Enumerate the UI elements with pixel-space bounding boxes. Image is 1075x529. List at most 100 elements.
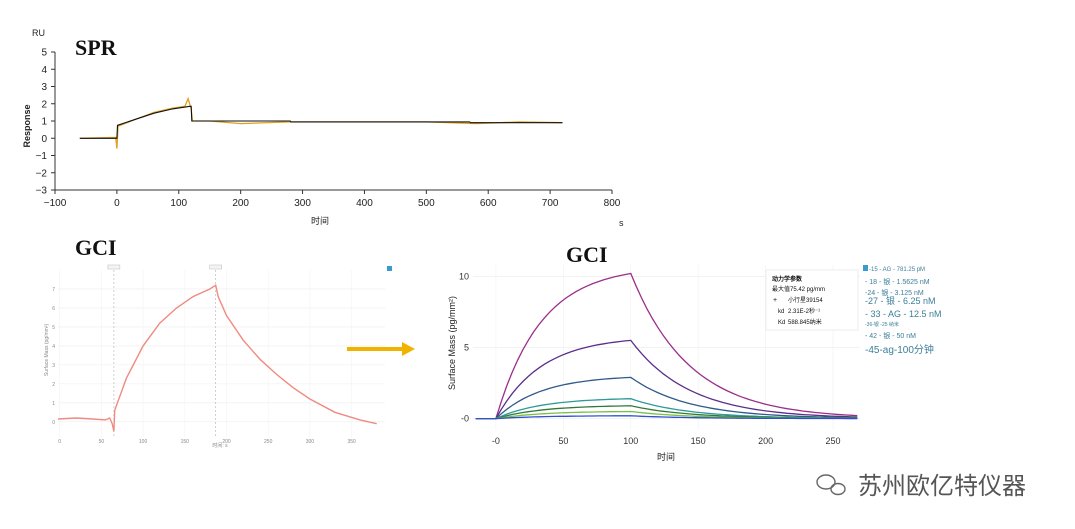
spr-heading: SPR bbox=[75, 35, 118, 60]
gci-main-series-line bbox=[475, 339, 858, 420]
gci-small-response-line bbox=[57, 284, 377, 432]
gci-main-x-tick-label: 200 bbox=[758, 436, 773, 446]
wechat-icon bbox=[816, 474, 846, 496]
spr-y-tick-label: 5 bbox=[41, 48, 47, 59]
gci-small-marker-tag bbox=[209, 264, 222, 270]
spr-measured-line bbox=[79, 96, 563, 149]
gci-main-x-tick-label: 150 bbox=[691, 436, 706, 446]
spr-y-tick-label: −3 bbox=[36, 186, 48, 197]
gci-small-axes: 0 1 2 3 4 5 6 7 0 50 100 150 200 250 300 350 bbox=[52, 264, 385, 445]
gci-small-y-tick-label: 6 bbox=[52, 306, 55, 312]
kinetics-title: 动力学参数 bbox=[772, 275, 803, 283]
kinetics-row3-label: Kd bbox=[778, 320, 785, 326]
kinetics-max: 最大值75.42 pg/mm bbox=[772, 285, 825, 293]
spr-y-tick-label: −1 bbox=[36, 151, 48, 162]
gci-small-y-tick-label: 4 bbox=[52, 344, 55, 350]
spr-y-unit: RU bbox=[32, 28, 45, 38]
spr-y-tick-label: 3 bbox=[41, 82, 47, 93]
gci-main-legend: -15 - AG - 781.25 pM - 18 - 银 - 1.5625 n… bbox=[863, 265, 942, 356]
gci-main-series bbox=[475, 272, 858, 420]
gci-small-x-tick-label: 0 bbox=[58, 439, 61, 445]
spr-series bbox=[79, 96, 563, 149]
kinetics-box-frame bbox=[765, 269, 859, 331]
spr-x-tick-label: 600 bbox=[480, 198, 497, 209]
spr-x-tick-label: 0 bbox=[114, 198, 120, 209]
gci-small-series bbox=[57, 284, 377, 432]
gci-small-y-tick-label: 2 bbox=[52, 382, 55, 388]
gci-small-y-tick-label: 0 bbox=[52, 420, 55, 426]
gci-small-marker-tag bbox=[107, 264, 121, 270]
gci-small-plot-bg bbox=[57, 263, 387, 438]
gci-main-y-tick-label: 5 bbox=[464, 343, 469, 353]
gci-main-heading: GCI bbox=[566, 242, 608, 267]
spr-y-tick-label: 1 bbox=[41, 117, 47, 128]
gci-small-heading: GCI bbox=[75, 235, 117, 260]
gci-small-x-tick-label: 350 bbox=[347, 439, 356, 445]
gci-small-x-tick-label: 300 bbox=[306, 439, 315, 445]
gci-main-chart: GCI Surface Mass (pg/mm²) 时间 -0 5 10 -0 50 10… bbox=[447, 242, 942, 462]
arrow-head bbox=[402, 342, 415, 356]
gci-small-y-tick-label: 3 bbox=[52, 363, 55, 369]
legend-item: -36-银 -25 纳米 bbox=[865, 321, 899, 328]
spr-x-tick-label: 200 bbox=[232, 198, 249, 209]
gci-main-y-tick-label: 10 bbox=[459, 271, 469, 281]
gci-small-x-tick-label: 150 bbox=[181, 439, 190, 445]
legend-item: - 18 - 银 - 1.5625 nM bbox=[865, 277, 930, 286]
gci-small-x-tick-label: 50 bbox=[99, 439, 105, 445]
arrow-icon bbox=[347, 342, 415, 356]
gci-main-y-axis-label: Surface Mass (pg/mm²) bbox=[447, 296, 457, 390]
spr-y-axis-label: Response bbox=[22, 104, 32, 147]
gci-small-x-axis-label: 时间: s bbox=[212, 442, 228, 449]
gci-main-x-axis-label: 时间 bbox=[657, 451, 675, 462]
gci-small-x-tick-label: 200 bbox=[222, 439, 231, 445]
spr-fit-line bbox=[79, 105, 563, 139]
gci-small-x-tick-label: 100 bbox=[139, 439, 148, 445]
legend-item: -45-ag-100分钟 bbox=[865, 343, 934, 356]
spr-x-tick-label: 500 bbox=[418, 198, 435, 209]
gci-main-series-line bbox=[475, 272, 858, 420]
spr-y-tick-label: 0 bbox=[41, 134, 47, 145]
gci-main-series-line bbox=[475, 376, 858, 420]
spr-x-axis-label: 时间 bbox=[311, 215, 329, 226]
gci-main-x-tick-label: -0 bbox=[492, 436, 500, 446]
gci-small-chart: GCI Surface Mass (pg/mm²) 时间: s 0 1 2 3 4 5 6 7… bbox=[44, 235, 392, 449]
gci-main-x-tick-label: 50 bbox=[558, 436, 568, 446]
kinetics-row2-value: 2.31E-2秒⁻¹ bbox=[788, 307, 820, 315]
spr-x-tick-label: 400 bbox=[356, 198, 373, 209]
spr-y-tick-label: 2 bbox=[41, 99, 47, 110]
gci-small-y-tick-label: 5 bbox=[52, 325, 55, 331]
kinetics-row3-value: 588.845纳米 bbox=[788, 318, 822, 326]
spr-x-tick-label: 100 bbox=[170, 198, 187, 209]
gci-small-legend-swatch bbox=[387, 266, 392, 271]
gci-small-y-tick-label: 1 bbox=[52, 401, 55, 407]
spr-x-tick-label: 300 bbox=[294, 198, 311, 209]
gci-small-x-tick-label: 250 bbox=[264, 439, 273, 445]
watermark-text: 苏州欧亿特仪器 bbox=[858, 472, 1026, 500]
spr-x-tick-label: −100 bbox=[44, 198, 67, 209]
spr-x-tick-label: 800 bbox=[604, 198, 621, 209]
spr-chart: SPR RU Response 时间 s −100 0 100 200 300 400 50… bbox=[22, 28, 624, 228]
spr-y-tick-label: 4 bbox=[41, 65, 47, 76]
gci-main-x-tick-label: 250 bbox=[826, 436, 841, 446]
legend-item: - 42 - 银 - 50 nM bbox=[865, 331, 916, 340]
legend-swatch bbox=[863, 265, 868, 271]
kinetics-box: 动力学参数 最大值75.42 pg/mm + 小行星39154 kd 2.31E… bbox=[765, 269, 859, 331]
gci-main-series-line bbox=[475, 415, 858, 420]
legend-item: - 33 - AG - 12.5 nM bbox=[865, 309, 942, 319]
watermark: 苏州欧亿特仪器 bbox=[816, 472, 1026, 500]
kinetics-row2-label: kd bbox=[778, 309, 784, 315]
spr-x-unit: s bbox=[619, 218, 624, 228]
spr-y-tick-label: −2 bbox=[36, 168, 48, 179]
gci-main-x-tick-label: 100 bbox=[623, 436, 638, 446]
kinetics-row1-label: + bbox=[773, 297, 777, 304]
gci-small-y-tick-label: 7 bbox=[52, 287, 55, 293]
kinetics-row1-value: 小行星39154 bbox=[788, 296, 823, 304]
legend-item: -27 - 银 - 6.25 nM bbox=[865, 295, 936, 306]
legend-item: -15 - AG - 781.25 pM bbox=[869, 267, 925, 273]
spr-axes: −100 0 100 200 300 400 500 600 700 800 −3 −2 −1 0 1 2 3 4… bbox=[36, 48, 621, 210]
legend-item: -24 - 银 - 3.125 nM bbox=[865, 288, 924, 297]
gci-main-y-tick-label: -0 bbox=[461, 414, 469, 424]
spr-x-tick-label: 700 bbox=[542, 198, 559, 209]
gci-small-y-axis-label: Surface Mass (pg/mm²) bbox=[44, 324, 50, 377]
